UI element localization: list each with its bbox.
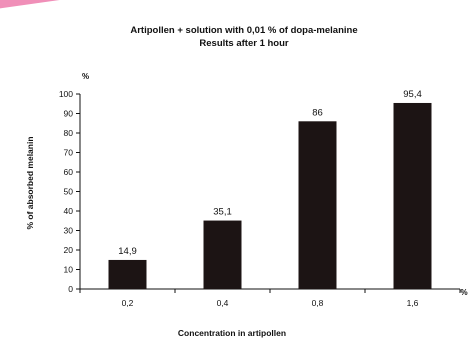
- y-tick-label: 40: [64, 206, 74, 216]
- x-tick-label: 0,8: [312, 298, 324, 308]
- y-tick-label: 30: [64, 226, 74, 236]
- x-axis-label: Concentration in artipollen: [178, 328, 286, 338]
- data-label: 35,1: [213, 207, 232, 218]
- x-unit-label: %: [460, 288, 467, 297]
- data-label: 95,4: [403, 89, 422, 100]
- data-label: 86: [312, 107, 323, 118]
- y-tick-label: 100: [59, 89, 73, 99]
- x-ticks: 0,2 0,4 0,8 1,6: [79, 289, 461, 308]
- y-tick-label: 60: [64, 167, 74, 177]
- chart-subtitle: Results after 1 hour: [199, 38, 289, 49]
- x-tick-label: 0,4: [217, 298, 229, 308]
- data-labels: 14,9 35,1 86 95,4: [118, 89, 422, 257]
- bars: [108, 102, 432, 289]
- bar: [393, 102, 432, 289]
- bar: [203, 220, 242, 289]
- y-tick-label: 80: [64, 128, 74, 138]
- y-axis-label: % of absorbed melanin: [25, 136, 35, 229]
- bar: [108, 259, 147, 289]
- y-tick-label: 0: [68, 284, 73, 294]
- bar: [298, 121, 337, 289]
- y-ticks: 0 10 20 30 40 50 60 70 80 90 100: [59, 89, 80, 294]
- y-unit-label: %: [82, 72, 89, 81]
- data-label: 14,9: [118, 246, 137, 257]
- x-tick-label: 1,6: [407, 298, 419, 308]
- y-tick-label: 70: [64, 148, 74, 158]
- x-tick-label: 0,2: [122, 298, 134, 308]
- y-tick-label: 20: [64, 245, 74, 255]
- y-tick-label: 50: [64, 187, 74, 197]
- y-tick-label: 10: [64, 265, 74, 275]
- chart-title: Artipollen + solution with 0,01 % of dop…: [130, 25, 357, 36]
- y-tick-label: 90: [64, 109, 74, 119]
